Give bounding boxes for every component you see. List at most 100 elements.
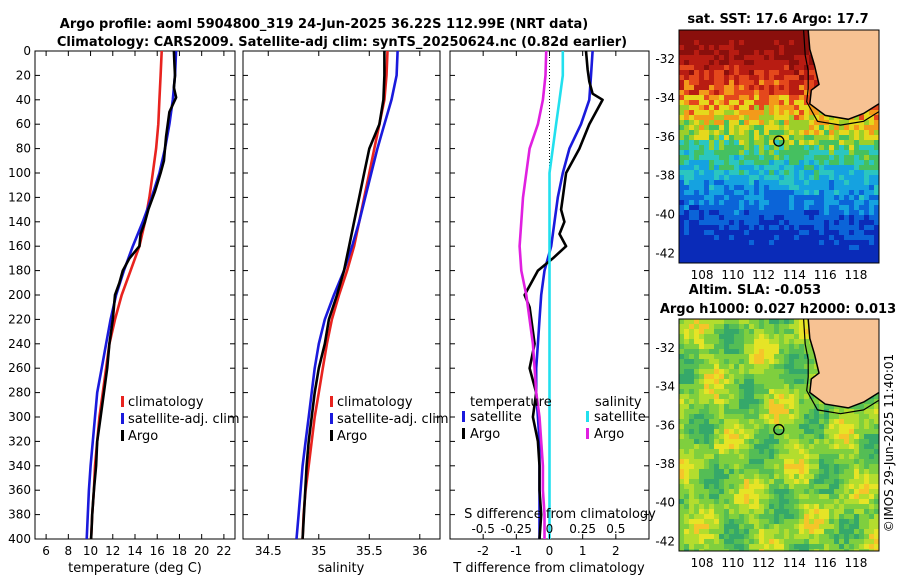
map-cell xyxy=(714,145,719,150)
map-y-tick-label: -38 xyxy=(655,169,675,183)
series-line-argo xyxy=(301,51,386,539)
map-cell xyxy=(854,200,859,205)
map-cell xyxy=(799,519,804,524)
map-cell xyxy=(789,534,794,539)
map-cell xyxy=(824,419,829,424)
map-cell xyxy=(839,519,844,524)
map-cell xyxy=(769,549,774,551)
map-cell xyxy=(754,439,759,444)
map-cell xyxy=(689,85,694,90)
map-cell xyxy=(814,120,819,125)
map-cell xyxy=(759,95,764,100)
map-cell xyxy=(849,190,854,195)
map-cell xyxy=(719,369,724,374)
map-cell xyxy=(834,210,839,215)
map-cell xyxy=(859,230,864,235)
map-cell xyxy=(779,250,784,255)
map-cell xyxy=(799,439,804,444)
map-cell xyxy=(694,534,699,539)
map-cell xyxy=(749,75,754,80)
map-cell xyxy=(699,45,704,50)
map-cell xyxy=(829,245,834,250)
map-cell xyxy=(754,364,759,369)
map-cell xyxy=(694,110,699,115)
map-cell xyxy=(804,155,809,160)
map-cell xyxy=(794,424,799,429)
map-cell xyxy=(794,125,799,130)
map-cell xyxy=(714,529,719,534)
map-cell xyxy=(799,30,804,35)
map-cell xyxy=(774,150,779,155)
map-cell xyxy=(739,240,744,245)
map-cell xyxy=(799,75,804,80)
map-cell xyxy=(874,230,879,235)
map-cell xyxy=(729,50,734,55)
map-cell xyxy=(739,235,744,240)
map-cell xyxy=(794,524,799,529)
map-cell xyxy=(829,429,834,434)
y-tick-label: 360 xyxy=(8,483,31,497)
map-cell xyxy=(694,180,699,185)
map-cell xyxy=(684,489,689,494)
map-cell xyxy=(809,200,814,205)
map-cell xyxy=(749,180,754,185)
map-cell xyxy=(789,424,794,429)
map-cell xyxy=(774,514,779,519)
map-cell xyxy=(729,474,734,479)
map-cell xyxy=(719,459,724,464)
map-cell xyxy=(774,65,779,70)
map-cell xyxy=(719,135,724,140)
map-cell xyxy=(684,120,689,125)
map-cell xyxy=(764,145,769,150)
map-cell xyxy=(744,429,749,434)
map-cell xyxy=(759,474,764,479)
map-cell xyxy=(679,125,684,130)
map-cell xyxy=(764,414,769,419)
map-cell xyxy=(759,434,764,439)
map-cell xyxy=(794,135,799,140)
map-cell xyxy=(724,40,729,45)
map-cell xyxy=(729,469,734,474)
map-cell xyxy=(684,230,689,235)
map-cell xyxy=(794,220,799,225)
map-cell xyxy=(869,135,874,140)
map-cell xyxy=(844,240,849,245)
map-cell xyxy=(794,180,799,185)
map-cell xyxy=(754,324,759,329)
map-cell xyxy=(819,424,824,429)
map-cell xyxy=(774,444,779,449)
map-cell xyxy=(689,324,694,329)
map-cell xyxy=(749,70,754,75)
map-cell xyxy=(784,529,789,534)
map-cell xyxy=(819,195,824,200)
map-cell xyxy=(729,95,734,100)
map-cell xyxy=(679,449,684,454)
map-cell xyxy=(729,549,734,551)
map-cell xyxy=(784,165,789,170)
map-cell xyxy=(854,170,859,175)
map-cell xyxy=(724,324,729,329)
map-cell xyxy=(814,205,819,210)
map-cell xyxy=(699,165,704,170)
map-cell xyxy=(784,40,789,45)
map-cell xyxy=(744,245,749,250)
map-cell xyxy=(709,260,714,263)
map-cell xyxy=(824,519,829,524)
map-cell xyxy=(824,210,829,215)
map-cell xyxy=(729,319,734,324)
map-cell xyxy=(759,404,764,409)
map-cell xyxy=(824,509,829,514)
map-cell xyxy=(724,50,729,55)
map-cell xyxy=(784,35,789,40)
map-cell xyxy=(734,240,739,245)
map-cell xyxy=(714,464,719,469)
map-cell xyxy=(774,30,779,35)
map-cell xyxy=(739,55,744,60)
map-cell xyxy=(739,175,744,180)
map-cell xyxy=(689,384,694,389)
map-cell xyxy=(869,115,874,120)
map-cell xyxy=(694,374,699,379)
map-cell xyxy=(769,95,774,100)
map-cell xyxy=(854,175,859,180)
difference-legend: temperature salinity satellite Argo sate… xyxy=(462,395,646,442)
